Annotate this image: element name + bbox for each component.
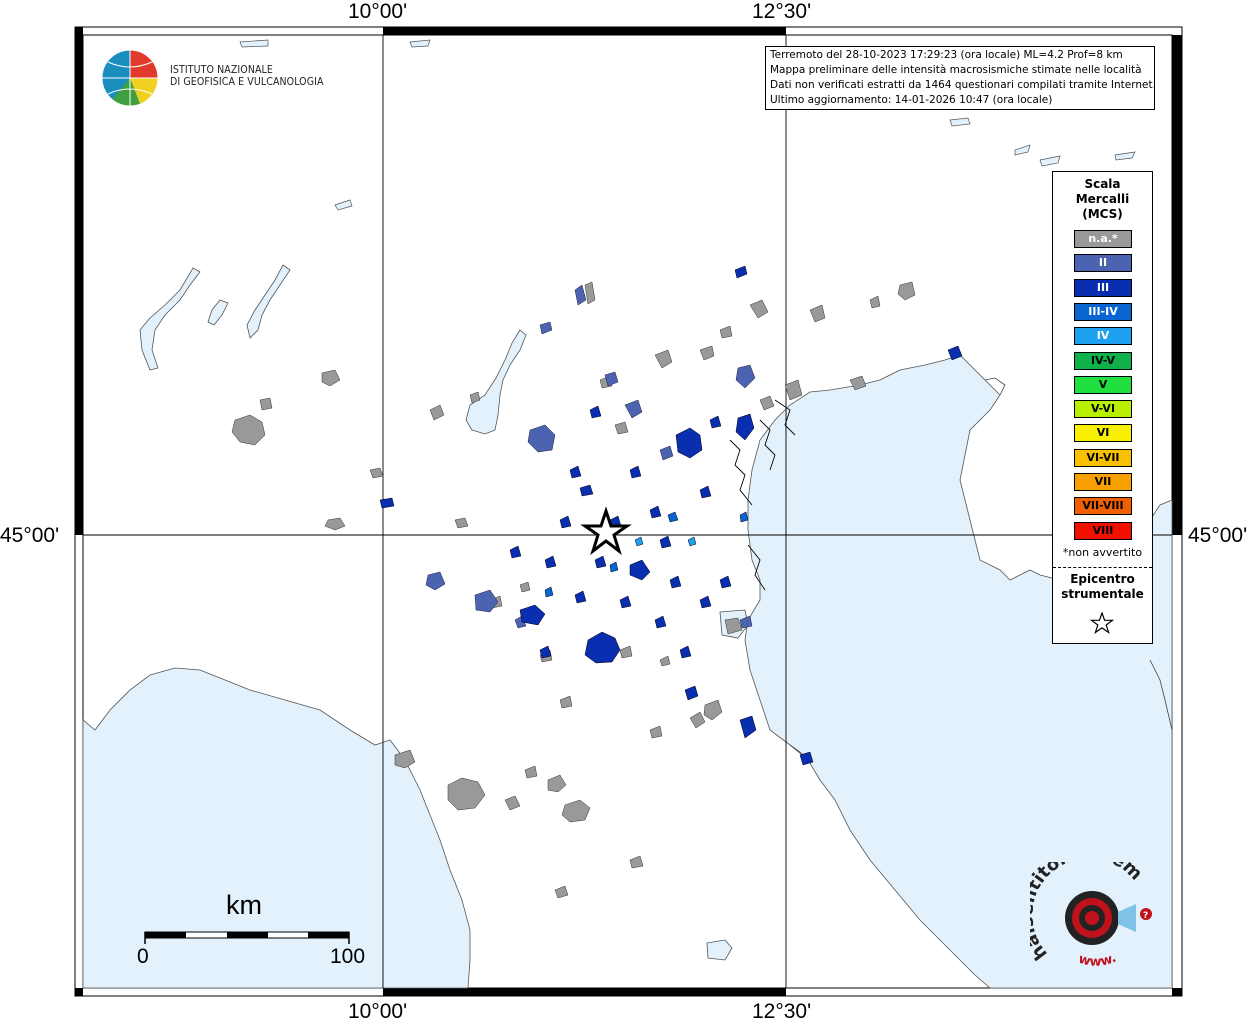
legend-item: V-VI	[1074, 400, 1132, 419]
haisentito-logo-icon: haisentitoilterremoto.it www. ?	[1030, 862, 1152, 970]
ligurian-sea	[82, 667, 471, 989]
logo-line-1: ISTITUTO NAZIONALE	[170, 64, 273, 76]
legend-item: VII	[1074, 473, 1132, 491]
legend-separator	[1053, 567, 1152, 568]
info-line-2: Mappa preliminare delle intensità macros…	[770, 64, 1142, 76]
logo-line-2: DI GEOFISICA E VULCANOLOGIA	[170, 76, 324, 88]
legend-title-line: (MCS)	[1082, 207, 1123, 221]
legend-epicenter-line: strumentale	[1061, 587, 1144, 601]
graticule	[83, 35, 1172, 988]
legend-note: *non avvertito	[1062, 546, 1143, 559]
info-line-1: Terremoto del 28-10-2023 17:29:23 (ora l…	[770, 49, 1123, 61]
lat-label-left: 45°00'	[0, 524, 60, 547]
info-line-3: Dati non verificati estratti da 1464 que…	[770, 79, 1156, 91]
epicenter-star	[580, 506, 632, 556]
ingv-logo-text: ISTITUTO NAZIONALE DI GEOFISICA E VULCAN…	[170, 64, 324, 88]
legend-item: III	[1074, 278, 1132, 297]
legend-item: VIII	[1074, 521, 1132, 540]
legend-item: IV	[1074, 327, 1132, 346]
lon-label-top-left: 10°00'	[348, 0, 408, 23]
legend-title-line: Scala	[1084, 177, 1121, 191]
legend-epicenter-line: Epicentro	[1070, 572, 1135, 586]
sea-areas	[82, 264, 1173, 989]
legend-item: IV-V	[1074, 351, 1132, 370]
legend-star-icon	[1090, 612, 1114, 634]
scale-bar	[144, 931, 350, 944]
legend-item: n.a.*	[1074, 230, 1132, 248]
northern-lakes	[239, 39, 1136, 211]
frame-ticks	[75, 27, 1182, 996]
ingv-logo-icon	[101, 49, 159, 107]
venice-lagoon	[729, 399, 796, 591]
info-line-4: Ultimo aggiornamento: 14-01-2026 10:47 (…	[770, 94, 1053, 106]
legend-title: Scala Mercalli (MCS)	[1053, 177, 1152, 222]
legend-item: VI-VII	[1074, 448, 1132, 467]
localities-ii	[425, 284, 756, 629]
localities-iii	[379, 265, 963, 766]
mcs-legend: Scala Mercalli (MCS) n.a.* II III III-IV IV I…	[1052, 171, 1153, 644]
legend-item: II	[1074, 254, 1132, 273]
scale-max-label: 100	[330, 945, 366, 968]
legend-item: VI	[1074, 424, 1132, 443]
lon-label-top-right: 12°30'	[752, 0, 812, 23]
localities-iv	[634, 536, 697, 547]
haisentito-logo-www: www.	[1077, 951, 1119, 970]
legend-epicenter-label: Epicentro strumentale	[1053, 572, 1152, 602]
localities-iii-iv	[544, 511, 749, 598]
legend-item: VII-VIII	[1074, 497, 1132, 516]
legend-item: III-IV	[1074, 302, 1132, 321]
lat-label-right: 45°00'	[1188, 524, 1248, 547]
event-info-box: Terremoto del 28-10-2023 17:29:23 (ora l…	[765, 46, 1156, 110]
legend-title-line: Mercalli	[1075, 192, 1130, 206]
scale-min-label: 0	[137, 945, 149, 968]
lon-label-bottom-right: 12°30'	[752, 1000, 812, 1023]
lon-label-bottom-left: 10°00'	[348, 1000, 408, 1023]
scale-unit-label: km	[226, 890, 262, 920]
lake-como	[139, 267, 201, 371]
legend-item: V	[1074, 375, 1132, 394]
lake-garda	[465, 329, 527, 435]
svg-text:?: ?	[1143, 911, 1148, 921]
